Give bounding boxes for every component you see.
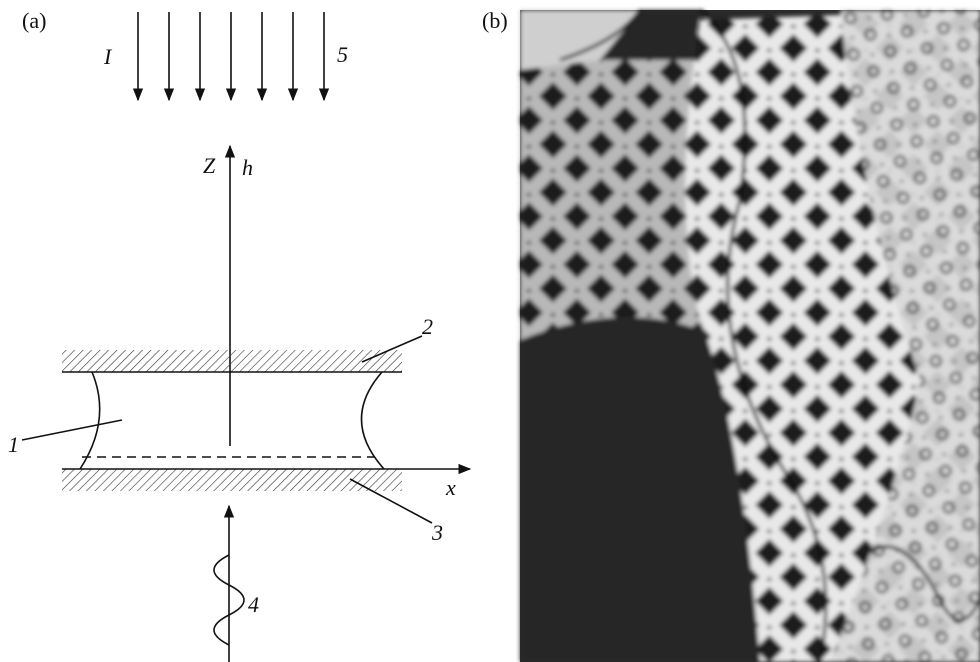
meniscus-left xyxy=(80,372,100,469)
bottom-plate-label: 3 xyxy=(431,520,443,545)
beam-number: 5 xyxy=(337,42,348,67)
wave-label: 4 xyxy=(248,592,259,617)
panel-label: (b) xyxy=(482,8,508,33)
meniscus-right xyxy=(361,372,384,469)
panel-a: (a) I 5 Z h x 1 2 3 4 xyxy=(8,8,470,662)
z-axis-label: Z xyxy=(203,153,216,178)
top-plate xyxy=(62,350,402,372)
panel-b: (b) xyxy=(482,8,980,662)
field-label: h xyxy=(242,155,253,180)
x-axis-label: x xyxy=(445,475,456,500)
figure: (a) I 5 Z h x 1 2 3 4 xyxy=(0,0,980,662)
incident-beam xyxy=(138,12,324,100)
photo-texture xyxy=(520,10,980,662)
liquid-label: 1 xyxy=(8,432,19,457)
panel-label: (a) xyxy=(22,8,46,33)
beam-label: I xyxy=(103,44,113,69)
top-plate-label: 2 xyxy=(422,314,433,339)
